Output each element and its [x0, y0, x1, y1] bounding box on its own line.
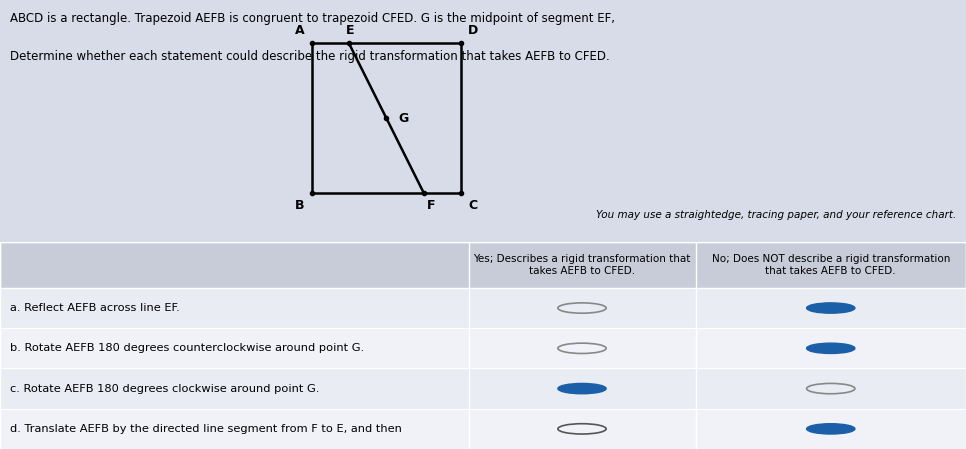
Bar — [0, 242, 966, 288]
Text: C: C — [469, 199, 478, 212]
Text: ABCD is a rectangle. Trapezoid AEFB is congruent to trapezoid CFED. G is the mid: ABCD is a rectangle. Trapezoid AEFB is c… — [10, 12, 614, 25]
Text: c. Rotate ​AEFB​ 180 degrees clockwise around point G.: c. Rotate ​AEFB​ 180 degrees clockwise a… — [10, 383, 319, 394]
Text: You may use a straightedge, tracing paper, and your reference chart.: You may use a straightedge, tracing pape… — [596, 210, 956, 220]
Circle shape — [807, 424, 855, 434]
Circle shape — [558, 383, 607, 394]
Bar — [0, 409, 966, 449]
Text: F: F — [427, 199, 436, 212]
Text: A: A — [295, 24, 304, 37]
Text: Determine whether each statement could describe the rigid transformation that ta: Determine whether each statement could d… — [10, 50, 610, 63]
Text: d. Translate ​AEFB​ by the directed line segment from F to E, and then: d. Translate ​AEFB​ by the directed line… — [10, 424, 402, 434]
Bar — [0, 328, 966, 369]
Text: D: D — [469, 24, 478, 37]
Text: No; Does NOT describe a rigid transformation
that takes ​AEFB​ to ​CFED​.: No; Does NOT describe a rigid transforma… — [712, 255, 950, 276]
Circle shape — [807, 343, 855, 353]
Text: b. Rotate ​AEFB​ 180 degrees counterclockwise around point G.: b. Rotate ​AEFB​ 180 degrees countercloc… — [10, 343, 364, 353]
Text: Yes; Describes a rigid transformation that
takes ​AEFB​ to ​CFED​.: Yes; Describes a rigid transformation th… — [473, 255, 691, 276]
Text: B: B — [295, 199, 304, 212]
Text: a. Reflect ​AEFB​ across line EF.: a. Reflect ​AEFB​ across line EF. — [10, 303, 180, 313]
Text: G: G — [398, 112, 409, 125]
Circle shape — [807, 303, 855, 313]
Bar — [0, 288, 966, 328]
Text: E: E — [346, 24, 355, 37]
Bar — [0, 369, 966, 409]
